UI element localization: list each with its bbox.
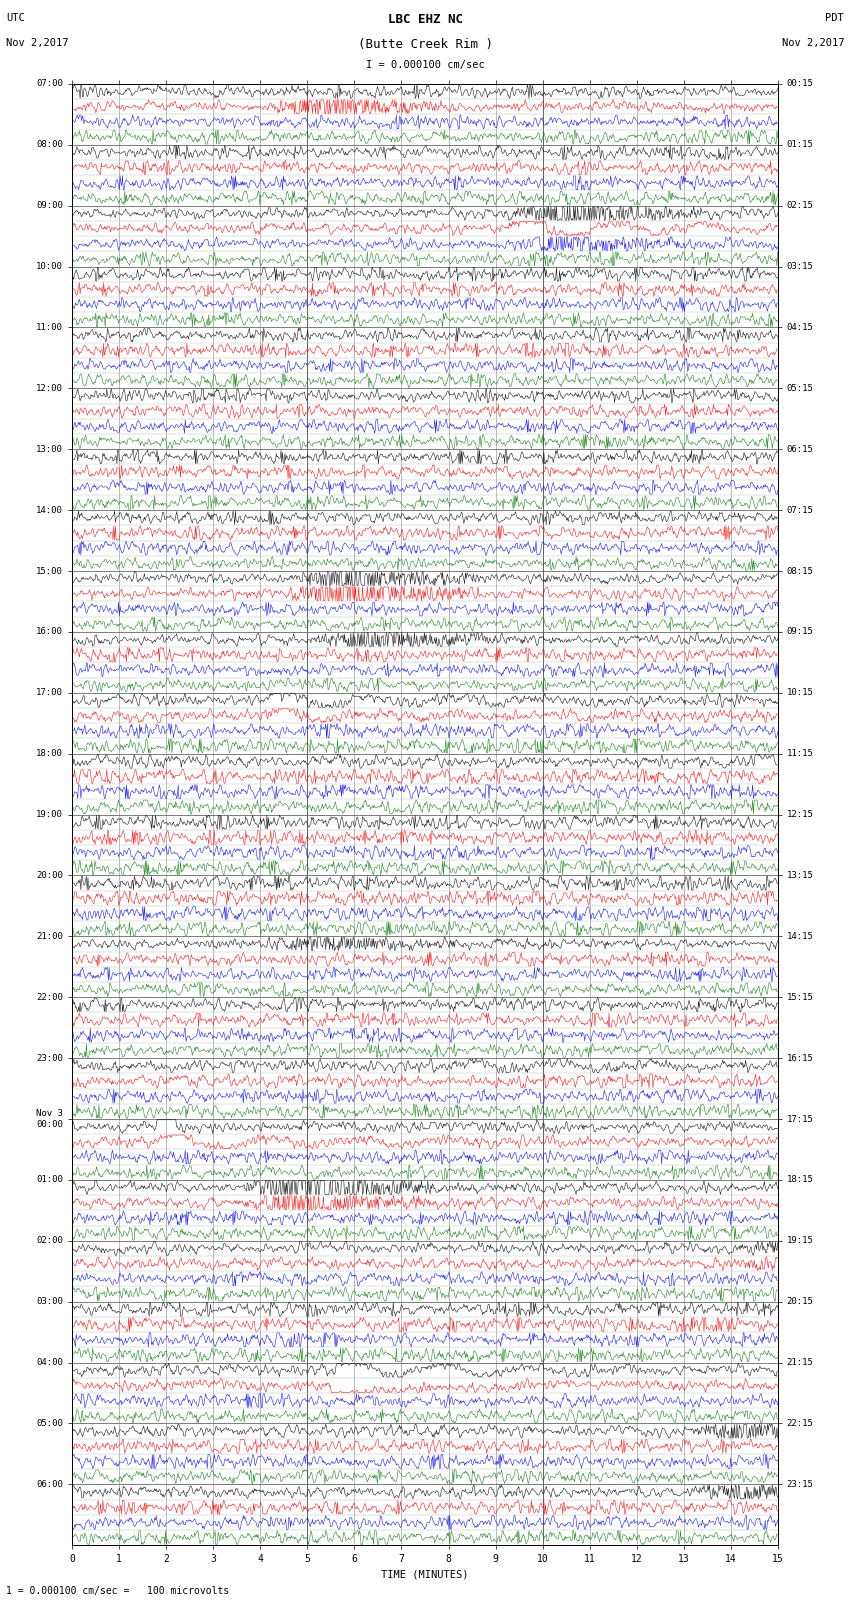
Text: Nov 2,2017: Nov 2,2017: [782, 37, 844, 48]
Text: I = 0.000100 cm/sec: I = 0.000100 cm/sec: [366, 60, 484, 71]
X-axis label: TIME (MINUTES): TIME (MINUTES): [382, 1569, 468, 1579]
Text: UTC: UTC: [6, 13, 25, 23]
Text: PDT: PDT: [825, 13, 844, 23]
Text: LBC EHZ NC: LBC EHZ NC: [388, 13, 462, 26]
Text: 1 = 0.000100 cm/sec =   100 microvolts: 1 = 0.000100 cm/sec = 100 microvolts: [6, 1586, 229, 1597]
Text: (Butte Creek Rim ): (Butte Creek Rim ): [358, 37, 492, 50]
Text: Nov 2,2017: Nov 2,2017: [6, 37, 68, 48]
